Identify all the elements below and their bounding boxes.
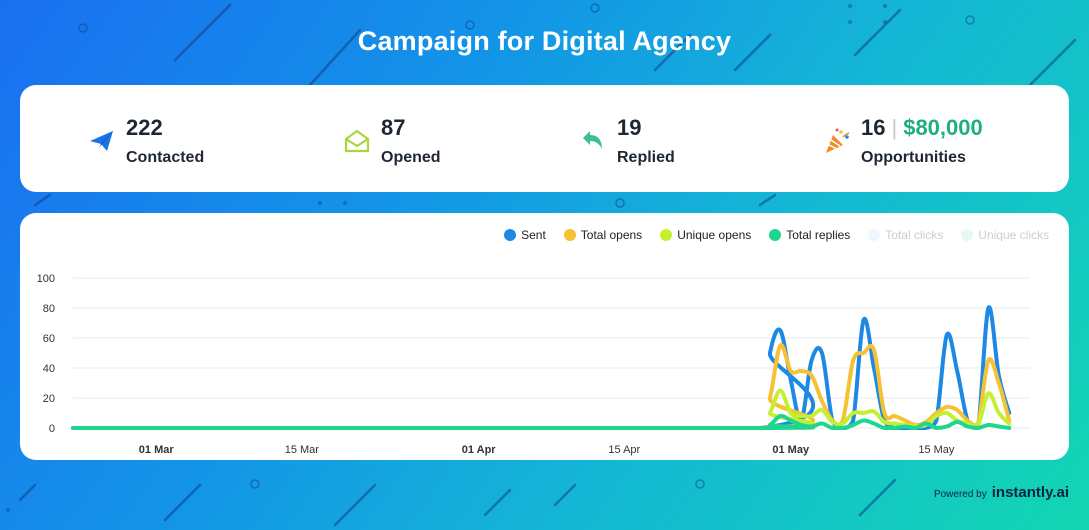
reply-arrow-icon [583, 131, 602, 149]
y-tick-label: 40 [43, 363, 55, 375]
contacted-label: Contacted [126, 149, 205, 166]
legend-label: Sent [521, 228, 546, 242]
brand-logo[interactable]: instantly.ai [991, 484, 1069, 501]
legend-swatch [868, 229, 881, 241]
opened-count: 87 [381, 115, 406, 140]
x-tick-label: 15 Apr [608, 444, 640, 456]
legend-swatch [961, 229, 974, 241]
opportunities-separator: | [891, 115, 898, 140]
chart-card: 0 20 40 60 80 100 01 Mar 15 Mar 01 Apr 15 Apr 01 M… [20, 213, 1069, 460]
y-tick-label: 60 [43, 333, 55, 345]
legend-label: Total opens [580, 228, 643, 242]
footer: Powered by instantly.ai [934, 484, 1069, 501]
legend-label: Total clicks [885, 228, 944, 242]
legend-item-total-opens[interactable]: Total opens [563, 228, 643, 242]
legend-item-unique-clicks[interactable]: Unique clicks [961, 228, 1049, 242]
y-tick-label: 20 [43, 393, 55, 405]
opportunities-count: 16 [861, 115, 886, 140]
legend-item-unique-opens[interactable]: Unique opens [660, 228, 751, 242]
legend-label: Unique clicks [978, 228, 1049, 242]
legend-swatch [769, 229, 782, 241]
series-line-sent [71, 305, 1012, 431]
series-line-total-replies [71, 413, 1012, 431]
legend-swatch [504, 229, 517, 241]
powered-by-text: Powered by [933, 489, 987, 500]
x-tick-label: 15 May [918, 444, 955, 456]
legend-item-total-clicks[interactable]: Total clicks [868, 228, 943, 242]
legend-swatch [660, 229, 673, 241]
legend-label: Unique opens [677, 228, 752, 242]
line-chart: 0 20 40 60 80 100 01 Mar 15 Mar 01 Apr 15 Apr 01 M… [37, 273, 1030, 456]
open-envelope-icon [344, 129, 370, 153]
legend-item-sent[interactable]: Sent [504, 228, 546, 242]
series-line-total-opens [71, 343, 1012, 431]
legend-label: Total replies [786, 228, 851, 242]
opportunities-label: Opportunities [861, 149, 966, 166]
x-tick-label: 01 May [772, 444, 810, 456]
x-tick-label: 01 Mar [139, 444, 175, 456]
stats-card: 222 Contacted 87 Opened 19 Replied 16 | $8… [20, 85, 1069, 192]
y-tick-label: 80 [43, 303, 55, 315]
party-popper-icon [826, 128, 850, 153]
replied-label: Replied [617, 149, 675, 166]
legend-item-total-replies[interactable]: Total replies [769, 228, 850, 242]
x-tick-label: 15 Mar [285, 444, 320, 456]
contacted-count: 222 [126, 115, 163, 140]
x-tick-label: 01 Apr [462, 444, 497, 456]
y-tick-label: 0 [49, 423, 55, 435]
opened-label: Opened [381, 149, 441, 166]
page-title: Campaign for Digital Agency [357, 26, 732, 56]
y-tick-label: 100 [37, 273, 55, 285]
chart-legend: Sent Total opens Unique opens Total replies… [504, 228, 1049, 242]
opportunities-value: 16 | $80,000 [861, 115, 983, 141]
replied-count: 19 [617, 115, 642, 140]
legend-swatch [563, 229, 576, 241]
opportunities-amount: $80,000 [903, 115, 983, 140]
paper-plane-icon [90, 131, 113, 151]
